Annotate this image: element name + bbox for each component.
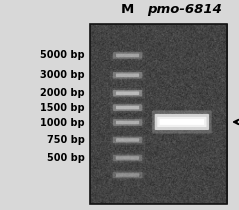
FancyBboxPatch shape — [113, 172, 142, 178]
FancyBboxPatch shape — [110, 70, 145, 80]
FancyBboxPatch shape — [110, 50, 145, 60]
FancyBboxPatch shape — [113, 119, 142, 126]
FancyBboxPatch shape — [113, 72, 142, 79]
FancyBboxPatch shape — [110, 135, 145, 145]
Text: 1500 bp: 1500 bp — [40, 103, 85, 113]
FancyBboxPatch shape — [110, 102, 145, 113]
FancyBboxPatch shape — [110, 153, 145, 163]
FancyBboxPatch shape — [113, 90, 142, 97]
FancyBboxPatch shape — [160, 119, 204, 125]
FancyBboxPatch shape — [113, 155, 142, 161]
FancyBboxPatch shape — [116, 138, 139, 142]
FancyBboxPatch shape — [110, 88, 145, 98]
FancyBboxPatch shape — [157, 117, 206, 127]
FancyBboxPatch shape — [116, 54, 139, 57]
Text: 750 bp: 750 bp — [47, 135, 85, 145]
Text: 2000 bp: 2000 bp — [40, 88, 85, 98]
FancyBboxPatch shape — [110, 117, 145, 128]
FancyBboxPatch shape — [113, 137, 142, 143]
Text: M: M — [121, 3, 134, 16]
FancyBboxPatch shape — [155, 114, 209, 130]
FancyBboxPatch shape — [116, 156, 139, 160]
FancyBboxPatch shape — [116, 106, 139, 109]
FancyBboxPatch shape — [116, 173, 139, 177]
FancyBboxPatch shape — [152, 110, 212, 134]
Bar — [90, 24, 227, 204]
Text: pmo-6814: pmo-6814 — [147, 3, 222, 16]
FancyBboxPatch shape — [116, 74, 139, 77]
Text: 5000 bp: 5000 bp — [40, 50, 85, 60]
Text: 1000 bp: 1000 bp — [40, 118, 85, 127]
FancyBboxPatch shape — [110, 170, 145, 180]
FancyBboxPatch shape — [116, 91, 139, 95]
FancyBboxPatch shape — [116, 121, 139, 124]
FancyBboxPatch shape — [113, 52, 142, 59]
Text: 500 bp: 500 bp — [47, 153, 85, 163]
FancyBboxPatch shape — [113, 104, 142, 111]
Text: 3000 bp: 3000 bp — [40, 70, 85, 80]
